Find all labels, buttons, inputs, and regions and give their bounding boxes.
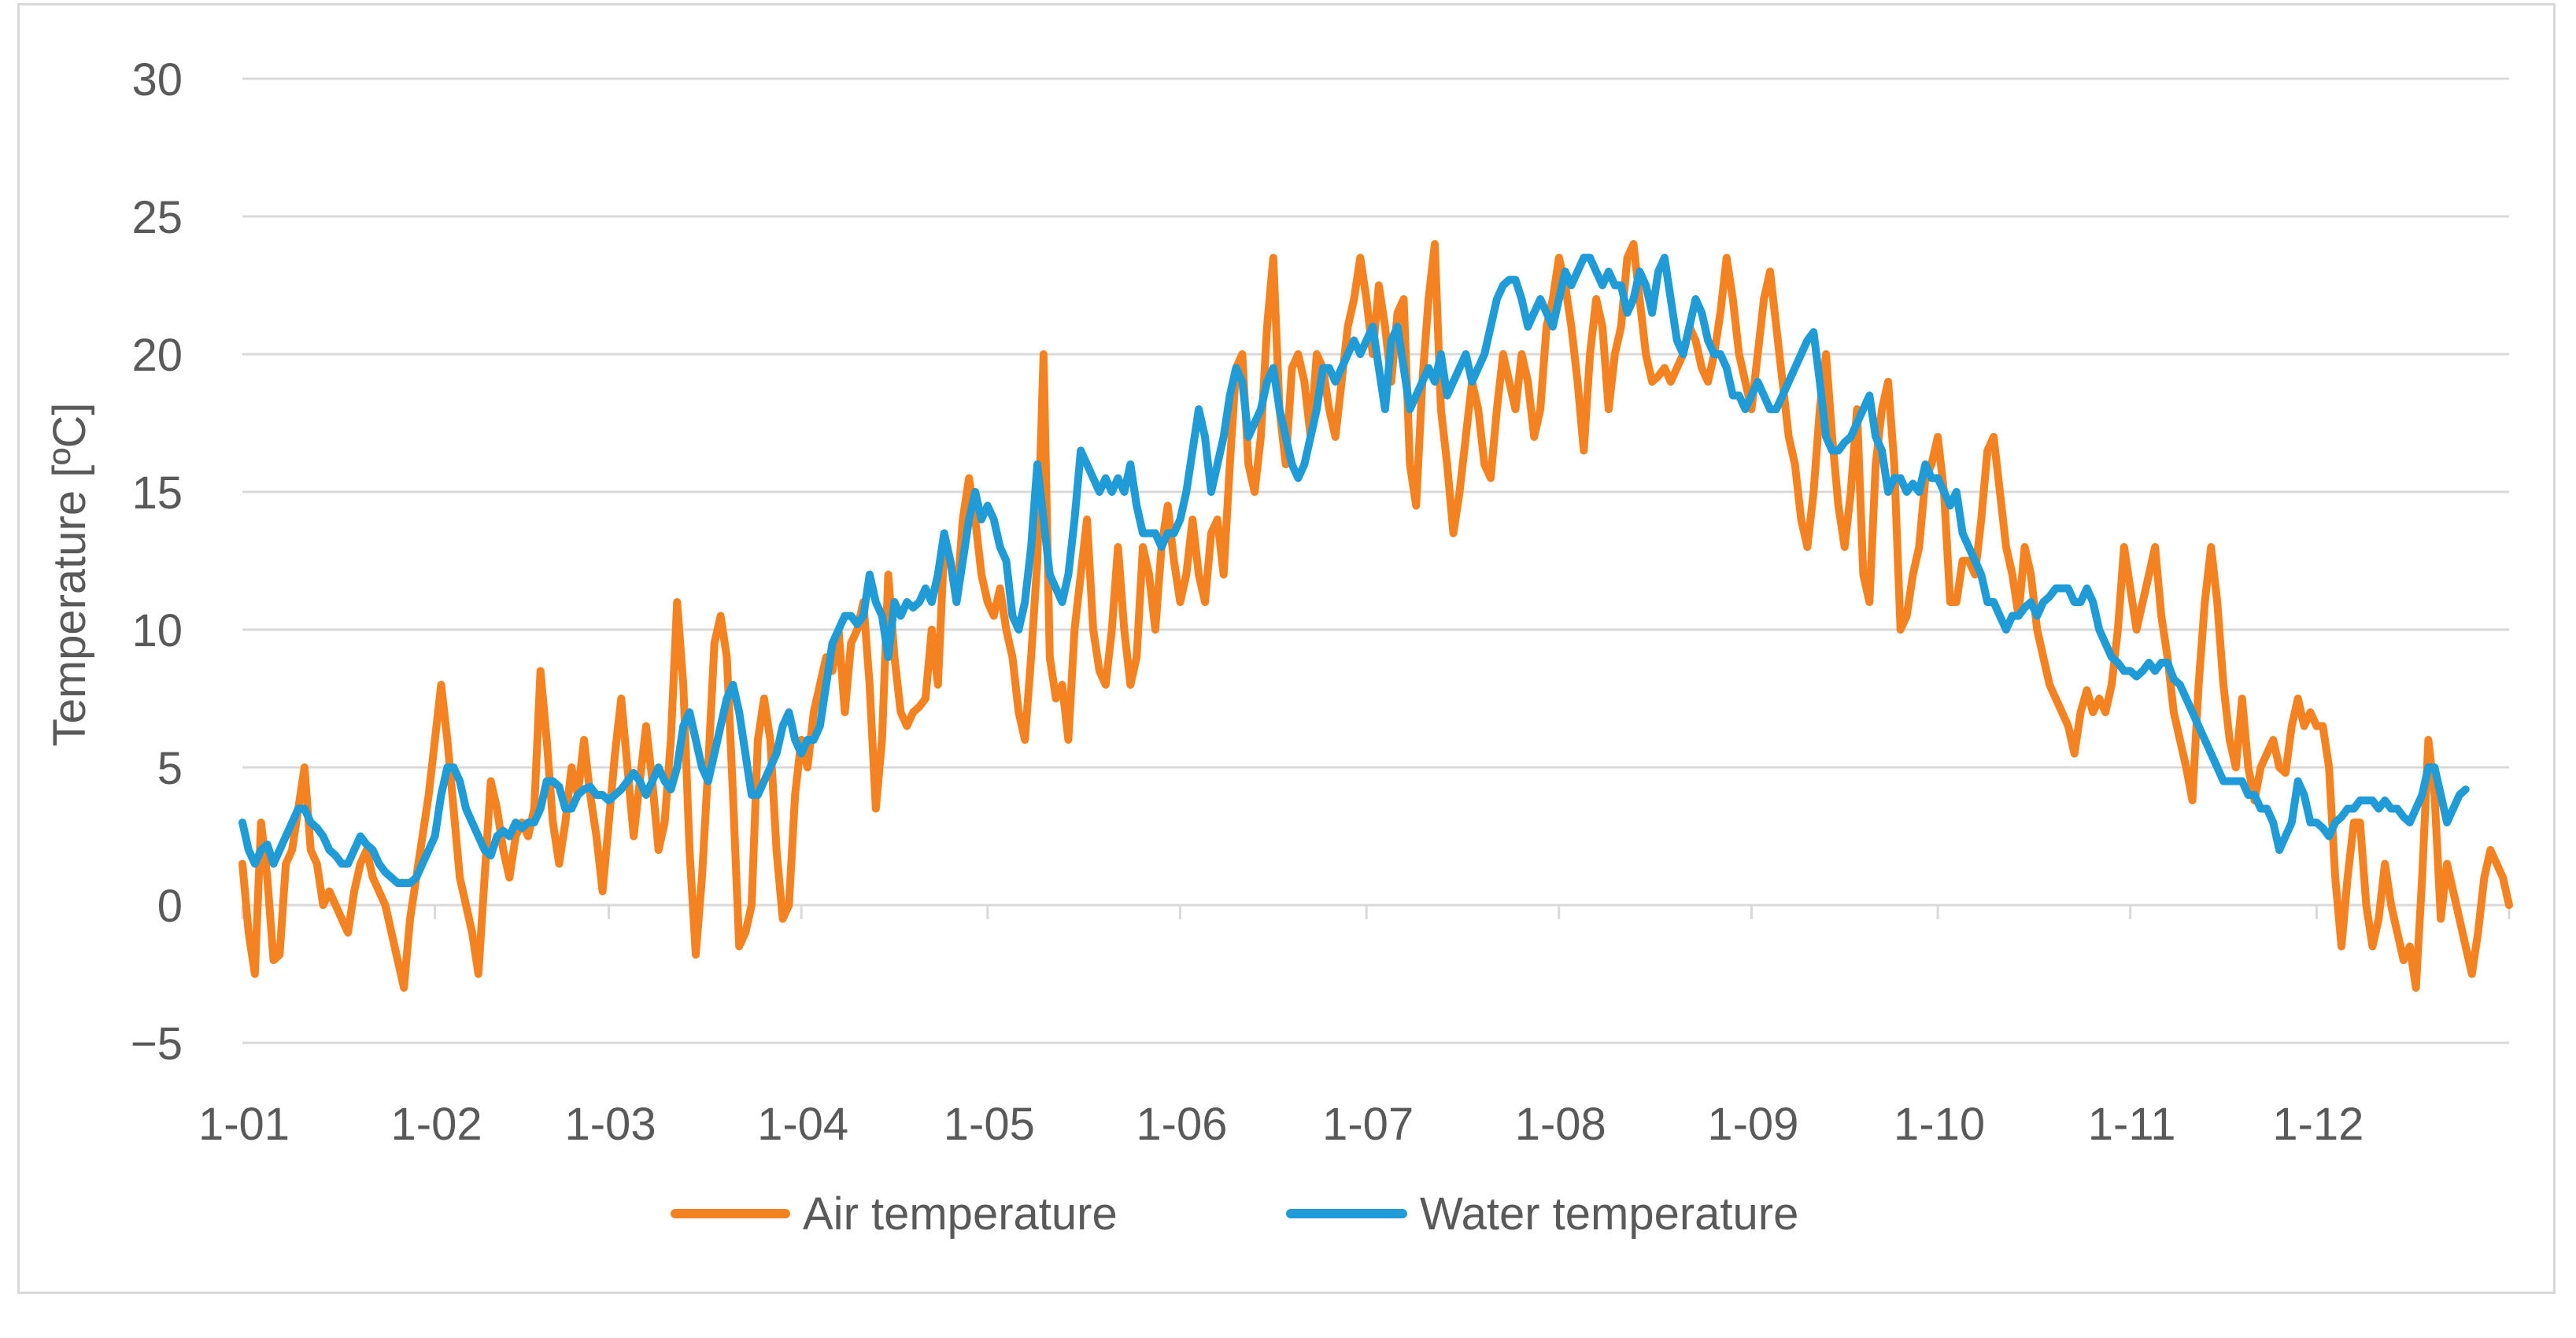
- y-tick-label: 20: [131, 330, 183, 381]
- legend-label-water-temperature: Water temperature: [1420, 1188, 1798, 1240]
- x-tick-label: 1-10: [1894, 1099, 1985, 1150]
- x-tick-label: 1-04: [757, 1099, 848, 1150]
- legend-label-air-temperature: Air temperature: [803, 1188, 1118, 1240]
- x-tick-label: 1-12: [2272, 1099, 2363, 1150]
- x-tick-label: 1-02: [391, 1099, 482, 1150]
- legend: Air temperature Water temperature: [671, 1188, 1798, 1240]
- gridlines: [242, 77, 2509, 1044]
- series-layer: [238, 240, 2513, 992]
- x-tick-label: 1-08: [1515, 1099, 1606, 1150]
- x-tick-label: 1-03: [564, 1099, 656, 1150]
- y-axis-title: Temperature [ºC]: [44, 402, 95, 746]
- chart-frame: [17, 3, 2556, 1294]
- y-tick-label: −5: [131, 1018, 183, 1070]
- x-axis: [241, 904, 2511, 919]
- x-tick-label: 1-07: [1322, 1099, 1414, 1150]
- y-tick-label: 30: [131, 54, 183, 105]
- y-tick-label: 15: [131, 468, 183, 519]
- x-tick-label: 1-05: [944, 1099, 1035, 1150]
- x-tick-labels: 1-01 1-02 1-03 1-04 1-05 1-06 1-07 1-08 1-09 1-10…: [198, 1099, 2363, 1150]
- x-tick-label: 1-11: [2088, 1099, 2176, 1150]
- y-tick-label: 5: [157, 743, 183, 794]
- y-tick-label: 25: [131, 192, 183, 243]
- y-tick-label: 10: [131, 605, 183, 656]
- x-tick-label: 1-09: [1707, 1099, 1798, 1150]
- series-line-air-temperature: [238, 240, 2513, 992]
- y-tick-label: 0: [157, 881, 183, 932]
- x-tick-label: 1-06: [1136, 1099, 1227, 1150]
- y-tick-labels: −5 0 5 10 15 20 25 30: [131, 54, 183, 1070]
- series-line-water-temperature: [238, 253, 2470, 887]
- x-tick-label: 1-01: [198, 1099, 290, 1150]
